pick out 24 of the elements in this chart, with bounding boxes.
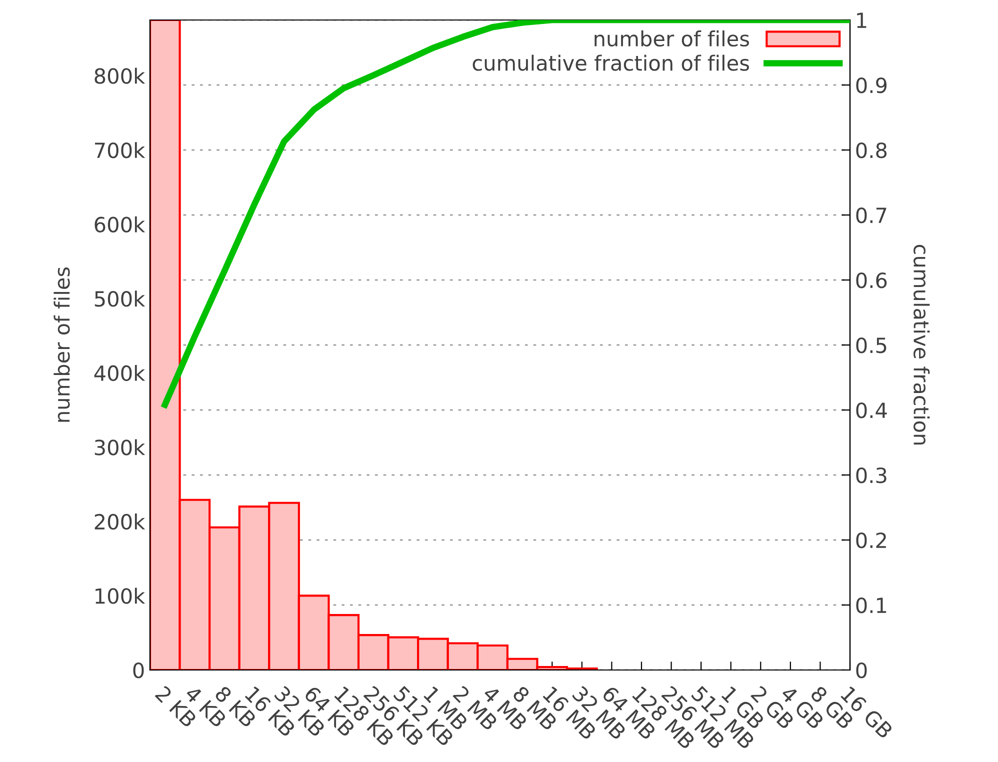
y2-tick-label: 0.2 (856, 532, 886, 548)
y2-axis-title: cumulative fraction (914, 244, 930, 444)
y2-tick-label: 1 (857, 12, 866, 28)
y-tick-label: 700k (95, 142, 146, 158)
y2-tick-label: 0 (856, 662, 867, 678)
y2-tick-label: 0.9 (856, 77, 887, 94)
y2-tick-label: 0.8 (856, 142, 887, 158)
y-axis-title: number of files (54, 267, 70, 422)
y-tick-label: 100k (96, 588, 146, 604)
y2-tick-label: 0.5 (856, 337, 886, 354)
y-tick-label: 500k (94, 290, 146, 307)
legend-label: cumulative fraction of files (472, 54, 749, 71)
y2-tick-label: 0.7 (856, 207, 886, 224)
y-tick-label: 200k (94, 514, 146, 530)
y2-tick-label: 0.1 (856, 597, 886, 614)
y-tick-label: 300k (94, 439, 146, 456)
y2-tick-label: 0.6 (856, 272, 887, 288)
y-tick-label: 600k (94, 216, 146, 232)
y2-tick-label: 0.3 (856, 467, 886, 484)
y2-tick-label: 0.4 (856, 402, 887, 418)
legend-label: number of files (594, 30, 749, 47)
y-tick-label: 800k (94, 68, 146, 84)
y-tick-label: 0 (133, 662, 144, 678)
y-tick-label: 400k (94, 364, 146, 382)
